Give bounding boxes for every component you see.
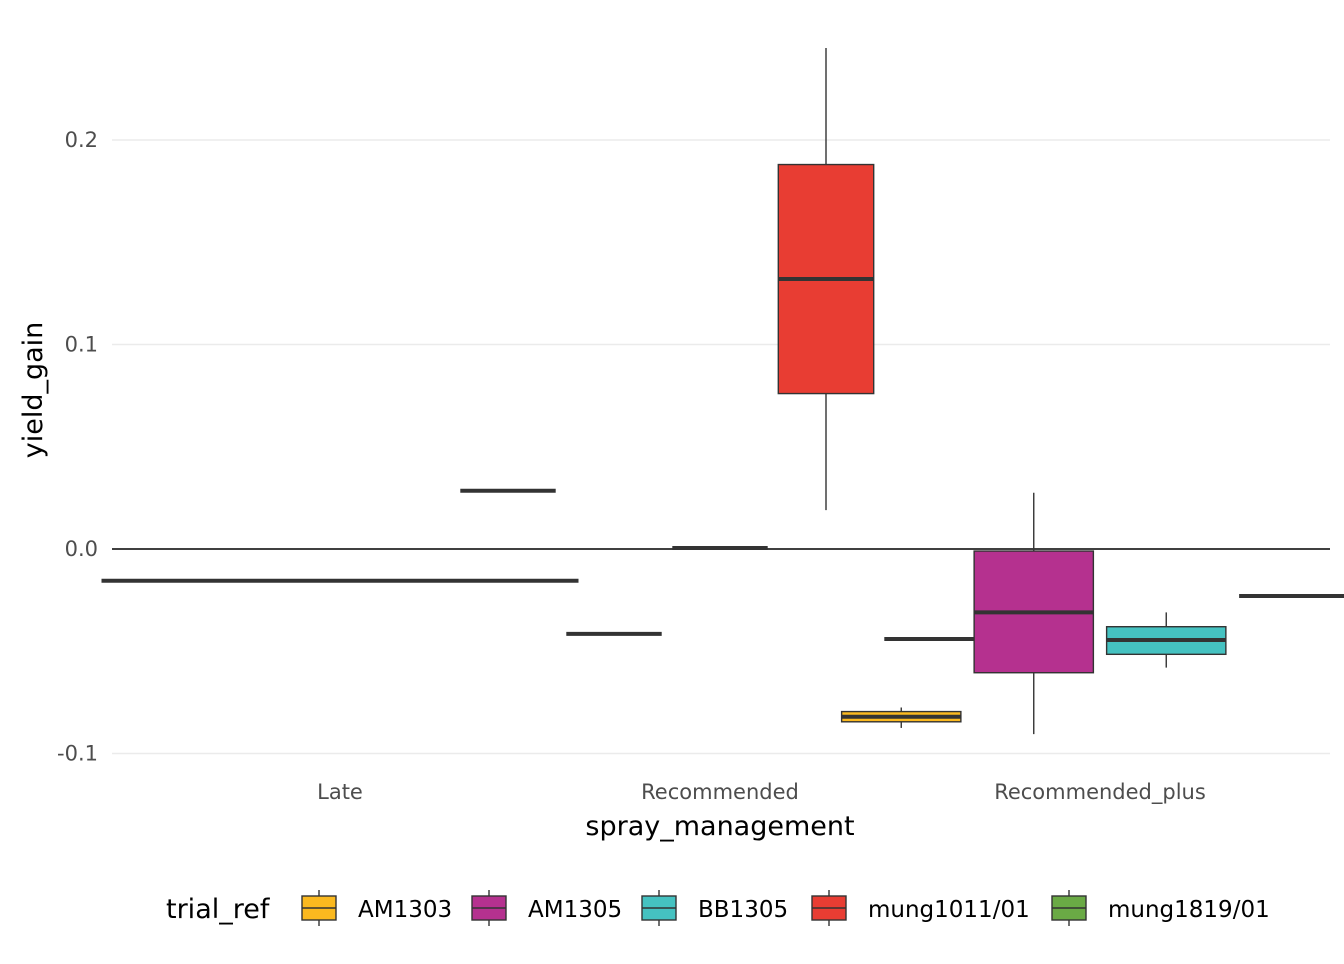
legend-label: AM1303 [358, 897, 452, 923]
legend-label: mung1819/01 [1108, 897, 1270, 923]
y-tick-label: -0.1 [57, 742, 98, 766]
y-axis-ticks: -0.1 0.0 0.1 0.2 [57, 128, 98, 766]
y-tick-label: 0.0 [65, 537, 98, 561]
legend-item: AM1305 [472, 890, 622, 926]
grid-lines [112, 140, 1330, 754]
y-axis-title: yield_gain [18, 322, 49, 459]
y-tick-label: 0.1 [65, 333, 98, 357]
x-tick-label: Late [317, 780, 363, 804]
x-tick-label: Recommended [641, 780, 799, 804]
box-mung1011-01 [778, 48, 873, 510]
legend: trial_ref AM1303 AM1305 BB1305 mung1011/01 mu… [166, 890, 1270, 926]
box-am1305 [974, 493, 1093, 734]
x-axis-ticks: Late Recommended Recommended_plus [317, 780, 1206, 805]
legend-item: mung1819/01 [1052, 890, 1270, 926]
legend-label: mung1011/01 [868, 897, 1030, 923]
legend-label: BB1305 [698, 897, 788, 923]
legend-item: AM1303 [302, 890, 452, 926]
legend-item: mung1011/01 [812, 890, 1030, 926]
x-tick-label: Recommended_plus [994, 780, 1206, 805]
box-bb1305 [1107, 612, 1226, 667]
y-tick-label: 0.2 [65, 128, 98, 152]
boxes [102, 48, 1344, 734]
legend-item: BB1305 [642, 890, 788, 926]
legend-title: trial_ref [166, 894, 271, 925]
box-am1303 [842, 707, 961, 727]
x-axis-title: spray_management [585, 811, 854, 842]
legend-label: AM1305 [528, 897, 622, 923]
